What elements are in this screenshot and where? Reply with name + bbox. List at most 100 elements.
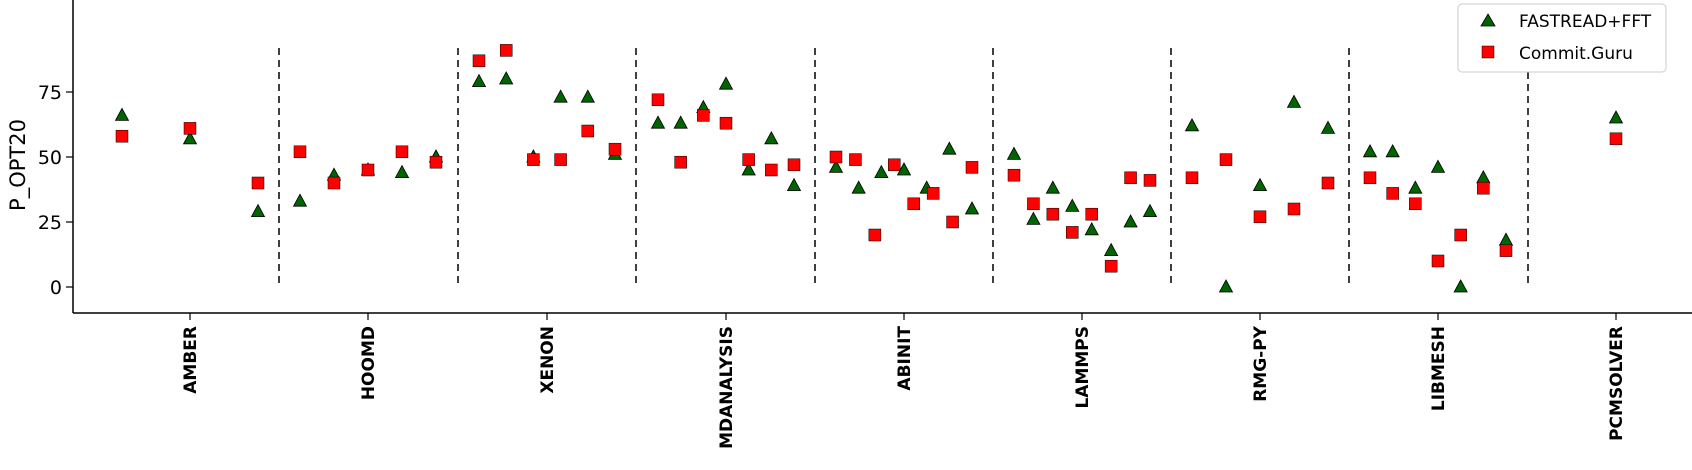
point-commit-guru xyxy=(251,176,265,190)
category-labels: AMBER HOOMD XENON MDANALYSIS ABINIT LAMMPS RMG… xyxy=(181,313,1627,449)
point-fastread-fft xyxy=(1026,211,1041,225)
y-tick-label: 25 xyxy=(38,212,62,234)
point-fastread-fft xyxy=(764,130,779,145)
point-commit-guru xyxy=(1609,132,1623,146)
point-commit-guru xyxy=(1143,174,1157,187)
legend: FASTREAD+FFT Commit.Guru xyxy=(1457,3,1667,73)
point-fastread-fft xyxy=(786,177,802,192)
point-commit-guru xyxy=(742,153,755,166)
point-commit-guru xyxy=(395,145,409,159)
category-label: PCMSOLVER xyxy=(1607,326,1627,441)
point-fastread-fft xyxy=(718,76,734,90)
point-commit-guru xyxy=(1477,181,1490,195)
point-fastread-fft xyxy=(942,141,957,155)
axes xyxy=(72,0,1692,314)
point-commit-guru xyxy=(1066,226,1079,239)
point-fastread-fft xyxy=(1320,120,1336,134)
point-commit-guru xyxy=(499,44,513,57)
point-fastread-fft xyxy=(650,115,666,129)
point-commit-guru xyxy=(697,109,710,122)
point-fastread-fft xyxy=(673,115,688,129)
point-commit-guru xyxy=(1499,244,1513,257)
point-fastread-fft xyxy=(1453,279,1468,293)
point-fastread-fft xyxy=(1006,146,1022,160)
point-commit-guru xyxy=(1386,187,1399,200)
point-commit-guru xyxy=(1124,171,1137,185)
point-commit-guru xyxy=(1046,207,1060,221)
point-commit-guru xyxy=(1454,228,1467,242)
point-commit-guru xyxy=(868,228,882,242)
legend-marker-fastread xyxy=(1480,13,1496,27)
point-fastread-fft xyxy=(851,180,866,194)
point-fastread-fft xyxy=(580,89,595,103)
point-fastread-fft xyxy=(741,162,756,176)
point-commit-guru xyxy=(926,187,940,200)
legend-marker-commitguru xyxy=(1481,45,1495,59)
point-commit-guru xyxy=(965,161,979,174)
y-tick-label: 75 xyxy=(38,82,62,104)
point-fastread-fft xyxy=(553,89,568,103)
point-commit-guru xyxy=(527,153,540,166)
legend-label-commitguru: Commit.Guru xyxy=(1519,44,1633,64)
y-axis-title: P_OPT20 xyxy=(6,119,31,211)
point-fastread-fft xyxy=(1142,203,1158,218)
point-fastread-fft xyxy=(499,71,514,85)
point-commit-guru xyxy=(674,155,687,169)
point-commit-guru xyxy=(829,150,843,164)
point-fastread-fft xyxy=(1103,242,1119,257)
point-fastread-fft xyxy=(471,73,487,87)
point-commit-guru xyxy=(787,158,801,172)
point-commit-guru xyxy=(1409,197,1422,211)
point-commit-guru xyxy=(472,54,486,68)
data-points xyxy=(114,44,1624,293)
point-commit-guru xyxy=(1321,176,1335,190)
category-label: XENON xyxy=(538,326,558,394)
point-commit-guru xyxy=(115,129,129,143)
point-fastread-fft xyxy=(1498,232,1514,246)
category-label: LIBMESH xyxy=(1429,326,1449,411)
point-commit-guru xyxy=(1287,202,1301,216)
category-label: RMG-PY xyxy=(1251,325,1271,401)
point-fastread-fft xyxy=(250,203,266,218)
point-commit-guru xyxy=(1431,254,1445,268)
point-fastread-fft xyxy=(292,193,308,207)
point-fastread-fft xyxy=(182,130,198,145)
point-commit-guru xyxy=(554,153,567,166)
point-fastread-fft xyxy=(874,164,889,179)
point-commit-guru xyxy=(719,116,733,130)
point-fastread-fft xyxy=(964,201,980,215)
point-commit-guru xyxy=(907,197,920,211)
point-fastread-fft xyxy=(1045,180,1061,194)
point-fastread-fft xyxy=(1252,177,1268,192)
point-fastread-fft xyxy=(1286,94,1302,108)
point-commit-guru xyxy=(849,153,862,166)
point-commit-guru xyxy=(1219,153,1233,166)
point-fastread-fft xyxy=(1184,117,1200,132)
point-fastread-fft xyxy=(828,159,844,173)
point-commit-guru xyxy=(1253,210,1267,224)
point-fastread-fft xyxy=(1084,221,1099,236)
point-commit-guru xyxy=(183,122,197,135)
point-commit-guru xyxy=(1085,207,1098,221)
point-fastread-fft xyxy=(1476,169,1491,184)
category-label: AMBER xyxy=(181,326,201,394)
point-commit-guru xyxy=(765,163,778,177)
point-fastread-fft xyxy=(1218,279,1234,293)
legend-label-fastread: FASTREAD+FFT xyxy=(1519,12,1652,32)
point-fastread-fft xyxy=(1408,180,1423,194)
legend-box xyxy=(1457,3,1667,73)
category-label: HOOMD xyxy=(359,326,379,400)
point-fastread-fft xyxy=(1430,159,1446,173)
point-commit-guru xyxy=(946,215,959,229)
point-commit-guru xyxy=(888,158,901,172)
group-separators xyxy=(278,48,1529,287)
y-tick-label: 50 xyxy=(38,147,62,169)
point-commit-guru xyxy=(327,176,341,190)
y-ticks: 0 25 50 75 xyxy=(38,82,73,299)
point-fastread-fft xyxy=(896,162,912,176)
category-label: ABINIT xyxy=(895,326,915,391)
point-commit-guru xyxy=(361,163,375,177)
point-commit-guru xyxy=(1104,259,1118,273)
point-fastread-fft xyxy=(114,107,130,121)
